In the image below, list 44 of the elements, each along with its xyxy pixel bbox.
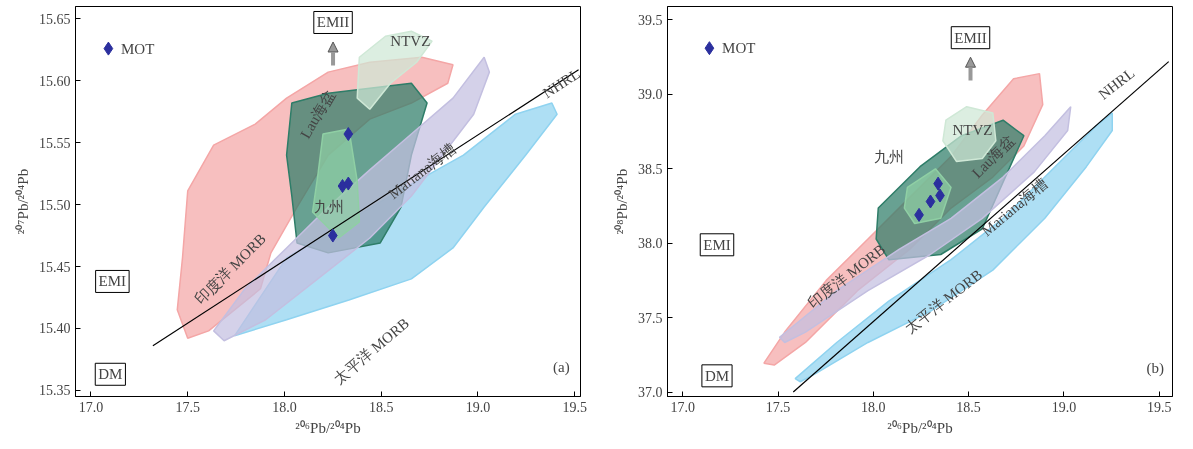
annotation: 九州 <box>873 148 904 165</box>
x-tick-label: 17.0 <box>670 399 695 415</box>
annotation: NTVZ <box>390 33 431 50</box>
annotation: 九州 <box>314 198 345 215</box>
annotation: EMI <box>703 236 731 253</box>
y-tick-label: 38.0 <box>638 236 663 252</box>
x-tick-label: 19.0 <box>465 399 491 415</box>
y-tick-label: 15.40 <box>39 321 71 337</box>
y-tick-label: 15.55 <box>39 135 71 151</box>
x-axis-title: ²⁰⁶Pb/²⁰⁴Pb <box>295 419 361 436</box>
y-tick-label: 38.5 <box>638 161 663 177</box>
series-label: MOT <box>121 40 155 57</box>
y-tick-label: 15.50 <box>39 197 71 213</box>
annotation: EMII <box>954 29 987 46</box>
y-tick-label: 15.60 <box>39 73 71 89</box>
y-axis-title: ²⁰⁷Pb/²⁰⁴Pb <box>15 168 31 235</box>
y-tick-label: 37.0 <box>638 385 663 401</box>
x-tick-label: 17.5 <box>175 399 200 415</box>
annotation: DM <box>98 366 123 383</box>
x-tick-label: 19.0 <box>1051 399 1077 415</box>
y-tick-label: 15.45 <box>39 259 71 275</box>
annotation: (b) <box>1146 360 1165 378</box>
annotation: NTVZ <box>952 122 993 139</box>
y-tick-label: 39.5 <box>638 12 663 28</box>
x-tick-label: 19.5 <box>1146 399 1172 415</box>
x-tick-label: 18.5 <box>956 399 981 415</box>
y-tick-label: 15.65 <box>39 11 71 27</box>
y-tick-label: 39.0 <box>638 87 663 103</box>
y-axis-title: ²⁰⁸Pb/²⁰⁴Pb <box>614 168 630 235</box>
annotation: EMI <box>98 273 127 290</box>
x-axis-title: ²⁰⁶Pb/²⁰⁴Pb <box>887 419 953 436</box>
annotation: DM <box>704 367 730 384</box>
annotation: Lau海盆 <box>297 87 338 142</box>
annotation: EMII <box>316 14 350 31</box>
x-tick-label: 18.0 <box>861 399 886 415</box>
y-tick-label: 37.5 <box>638 310 663 326</box>
x-tick-label: 18.5 <box>368 399 394 415</box>
annotation: (a) <box>552 358 570 376</box>
x-tick-label: 17.0 <box>78 399 104 415</box>
x-tick-label: 17.5 <box>765 399 791 415</box>
series-label: MOT <box>722 40 756 57</box>
y-tick-label: 15.35 <box>39 383 71 399</box>
x-tick-label: 18.0 <box>272 399 297 415</box>
x-tick-label: 19.5 <box>562 399 587 415</box>
